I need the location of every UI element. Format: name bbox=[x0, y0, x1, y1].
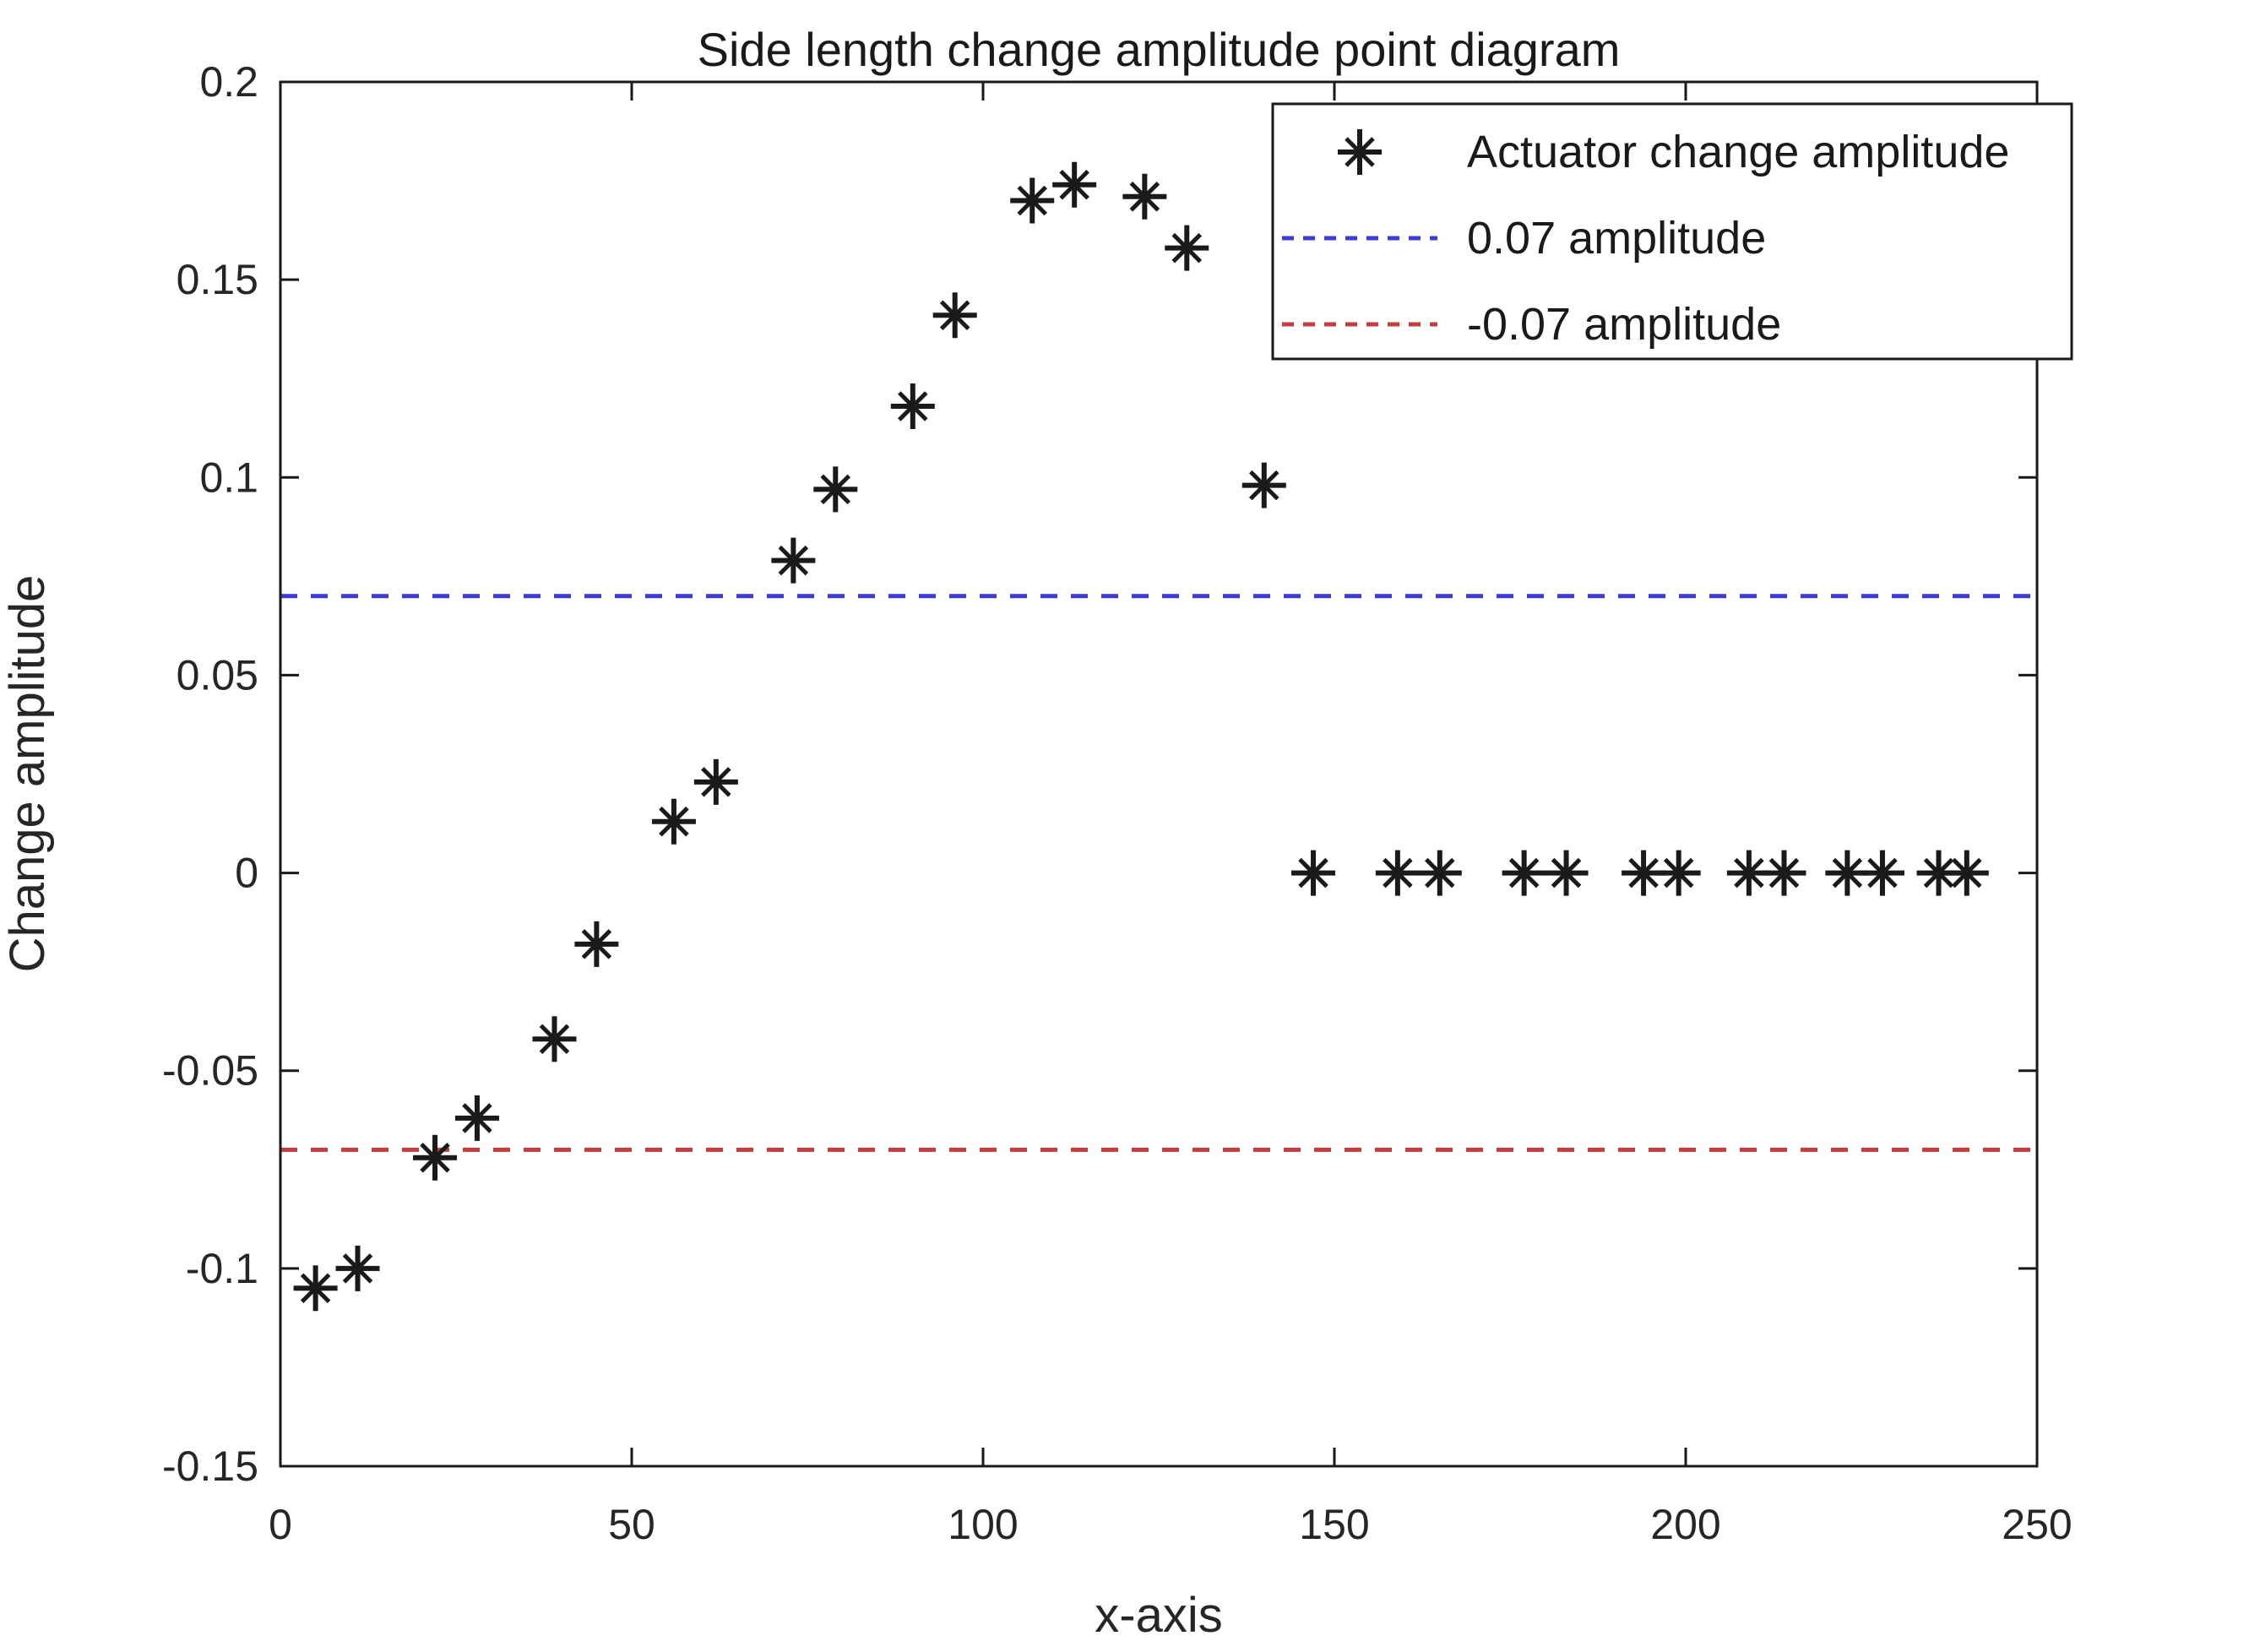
x-tick-label: 150 bbox=[1299, 1501, 1369, 1548]
y-tick-label: -0.1 bbox=[186, 1245, 258, 1292]
data-point-asterisk bbox=[1860, 850, 1904, 896]
data-point-asterisk bbox=[532, 1016, 577, 1062]
data-point-asterisk bbox=[1338, 129, 1382, 175]
data-point-asterisk bbox=[813, 466, 858, 513]
data-point-asterisk bbox=[1502, 850, 1546, 896]
data-point-asterisk bbox=[574, 921, 619, 967]
y-tick-label: 0 bbox=[235, 850, 258, 897]
y-axis-label: Change amplitude bbox=[0, 575, 55, 973]
data-point-asterisk bbox=[1762, 850, 1806, 896]
data-point-asterisk bbox=[693, 758, 738, 805]
y-tick-label: 0.2 bbox=[199, 58, 258, 106]
scatter-points bbox=[293, 161, 1989, 1312]
data-point-asterisk bbox=[1375, 850, 1420, 896]
data-point-asterisk bbox=[293, 1265, 338, 1312]
data-point-asterisk bbox=[1656, 850, 1701, 896]
tick-labels: 0 50 100 150 200 250 -0.15 -0.1 -0.05 0 0.05 0.1 0.1… bbox=[162, 58, 2073, 1548]
data-point-asterisk bbox=[413, 1134, 458, 1181]
x-tick-label: 200 bbox=[1650, 1501, 1720, 1548]
asterisk-marker-icon bbox=[1338, 129, 1382, 175]
legend: Actuator change amplitude 0.07 amplitude… bbox=[1271, 102, 2073, 361]
y-tick-label: -0.15 bbox=[162, 1443, 258, 1490]
data-point-asterisk bbox=[1417, 850, 1462, 896]
y-tick-label: 0.05 bbox=[177, 651, 258, 698]
legend-label-upper: 0.07 amplitude bbox=[1467, 213, 1766, 264]
x-tick-label: 0 bbox=[269, 1501, 292, 1548]
data-point-asterisk bbox=[454, 1095, 499, 1141]
data-point-asterisk bbox=[1544, 850, 1589, 896]
data-point-asterisk bbox=[1122, 173, 1167, 220]
legend-item-lower-amplitude: -0.07 amplitude bbox=[1282, 299, 1781, 350]
data-point-asterisk bbox=[651, 798, 696, 845]
y-tick-label: 0.15 bbox=[177, 256, 258, 303]
data-point-asterisk bbox=[890, 383, 935, 429]
legend-item-actuator-change-amplitude: Actuator change amplitude bbox=[1338, 127, 2009, 177]
legend-label-actuator: Actuator change amplitude bbox=[1467, 127, 2009, 177]
x-axis-label: x-axis bbox=[1095, 1588, 1222, 1643]
legend-item-upper-amplitude: 0.07 amplitude bbox=[1282, 213, 1766, 264]
legend-label-lower: -0.07 amplitude bbox=[1467, 299, 1781, 350]
x-tick-label: 100 bbox=[948, 1501, 1018, 1548]
data-point-asterisk bbox=[1944, 850, 1989, 896]
data-point-asterisk bbox=[1291, 850, 1336, 896]
chart-title: Side length change amplitude point diagr… bbox=[698, 23, 1621, 76]
data-point-asterisk bbox=[1165, 225, 1209, 271]
data-point-asterisk bbox=[932, 292, 977, 339]
legend-box bbox=[1271, 102, 2073, 361]
y-tick-label: 0.1 bbox=[199, 454, 258, 501]
data-point-asterisk bbox=[335, 1245, 380, 1291]
data-point-asterisk bbox=[771, 537, 816, 584]
data-point-asterisk bbox=[1052, 161, 1097, 208]
data-point-asterisk bbox=[1241, 462, 1286, 508]
x-tick-label: 50 bbox=[608, 1501, 655, 1548]
data-point-asterisk bbox=[1010, 177, 1055, 224]
x-tick-label: 250 bbox=[2002, 1501, 2072, 1548]
reference-lines bbox=[280, 594, 2037, 1152]
plot-border bbox=[279, 80, 2039, 1468]
y-tick-label: -0.05 bbox=[162, 1047, 258, 1095]
